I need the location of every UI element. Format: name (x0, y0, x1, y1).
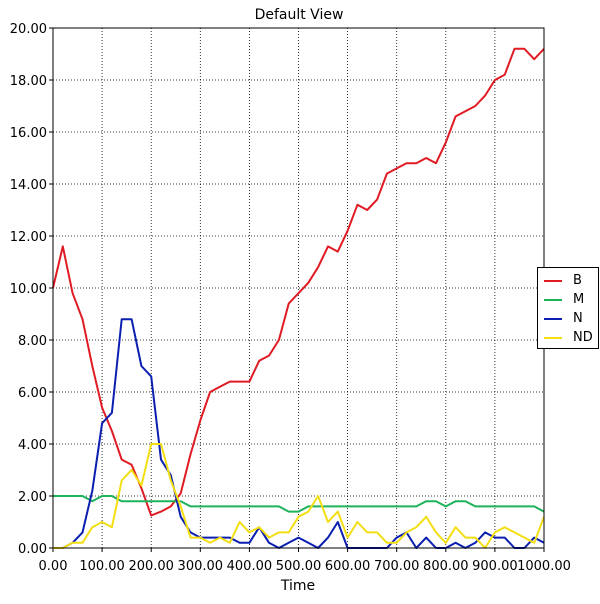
x-tick-label: 600.00 (325, 559, 371, 574)
grid-lines (53, 28, 544, 548)
y-tick-label: 8.00 (18, 334, 47, 349)
y-tick-label: 4.00 (18, 438, 47, 453)
y-tick-label: 2.00 (18, 490, 47, 505)
legend-swatch-nd (544, 337, 562, 339)
legend: B M N ND (537, 267, 599, 349)
x-tick-label: 800.00 (423, 559, 469, 574)
legend-item-nd: ND (538, 328, 600, 347)
x-tick-label: 400.00 (227, 559, 273, 574)
y-axis-ticks: 0.00 2.00 4.00 6.00 8.00 10.00 12.00 14.00 16.00… (10, 22, 53, 557)
legend-swatch-n (544, 318, 562, 320)
series-line-nd (53, 443, 545, 549)
x-tick-label: 1000.00 (517, 559, 571, 574)
y-tick-label: 18.00 (10, 74, 47, 89)
x-tick-label: 0.00 (39, 559, 68, 574)
legend-label-nd: ND (573, 330, 593, 345)
legend-swatch-m (544, 299, 562, 301)
legend-label-m: M (573, 292, 585, 307)
x-tick-label: 100.00 (79, 559, 125, 574)
x-tick-label: 300.00 (178, 559, 224, 574)
y-tick-label: 16.00 (10, 126, 47, 141)
x-tick-label: 900.00 (472, 559, 518, 574)
series-line-m (53, 495, 545, 513)
legend-item-b: B (538, 271, 600, 290)
x-tick-label: 500.00 (276, 559, 322, 574)
y-tick-label: 10.00 (10, 282, 47, 297)
legend-swatch-b (544, 280, 562, 282)
x-axis-label: Time (280, 578, 315, 594)
series-line-n (53, 318, 545, 549)
y-tick-label: 12.00 (10, 230, 47, 245)
x-tick-label: 700.00 (374, 559, 420, 574)
y-tick-label: 0.00 (18, 542, 47, 557)
y-tick-label: 6.00 (18, 386, 47, 401)
series-line-b (52, 47, 545, 517)
y-tick-label: 14.00 (10, 178, 47, 193)
legend-label-n: N (573, 311, 583, 326)
x-tick-label: 200.00 (128, 559, 174, 574)
x-axis-ticks: 0.00 100.00 200.00 300.00 400.00 500.00 600.00… (39, 548, 571, 574)
y-tick-label: 20.00 (10, 22, 47, 37)
series-lines (52, 47, 545, 549)
legend-label-b: B (573, 273, 582, 288)
legend-item-m: M (538, 290, 600, 309)
legend-item-n: N (538, 309, 600, 328)
chart-title: Default View (255, 7, 344, 23)
